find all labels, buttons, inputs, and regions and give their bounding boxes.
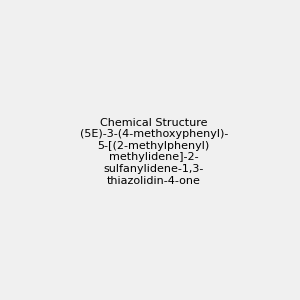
Text: Chemical Structure
(5E)-3-(4-methoxyphenyl)-
5-[(2-methylphenyl)
methylidene]-2-: Chemical Structure (5E)-3-(4-methoxyphen…	[80, 118, 228, 185]
